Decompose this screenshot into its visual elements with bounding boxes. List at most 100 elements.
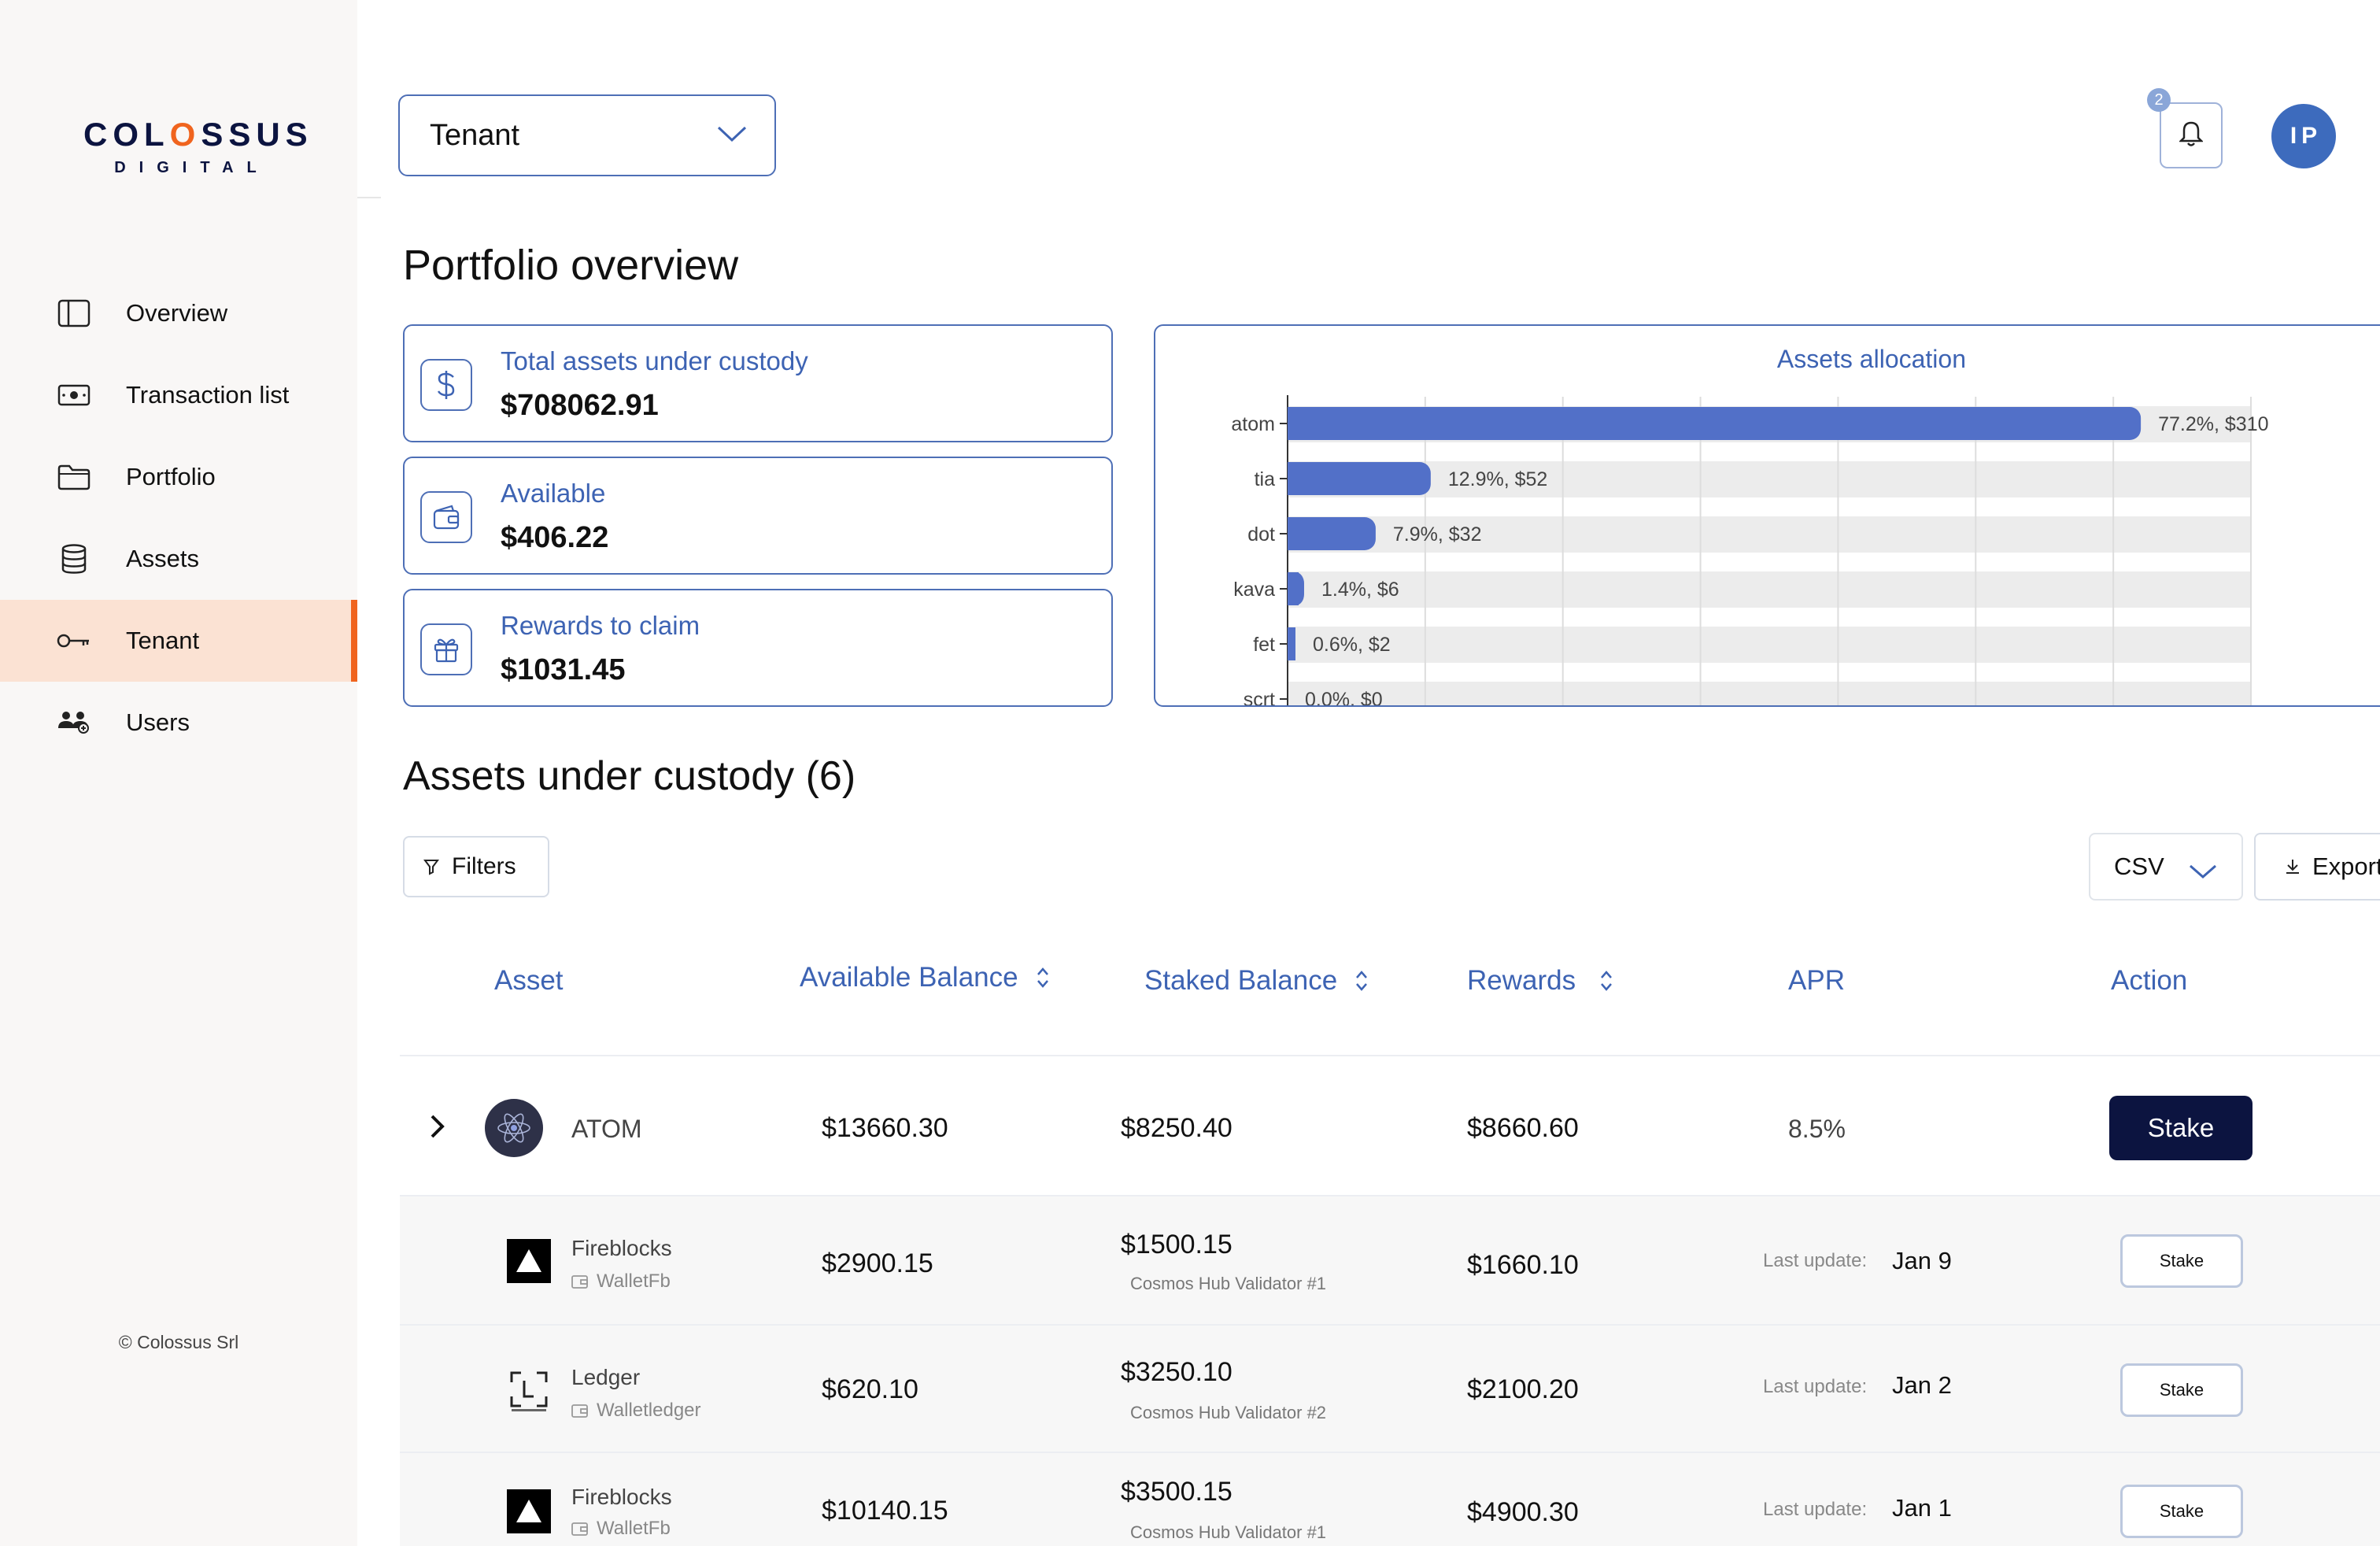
staked-balance: $8250.40	[1121, 1113, 1232, 1143]
rewards-value: $4900.30	[1467, 1497, 1579, 1527]
export-format-value: CSV	[2114, 853, 2164, 880]
wallet-icon	[571, 1403, 589, 1418]
bar-base	[1288, 572, 1299, 605]
stat-card-rewards: Rewards to claim $1031.45	[403, 589, 1113, 707]
stake-button[interactable]: Stake	[2120, 1234, 2243, 1288]
column-header-available-balance[interactable]: Available Balance	[800, 962, 1050, 993]
brand-logo[interactable]: COLOSSUS DIGITAL	[83, 118, 308, 177]
gift-icon	[420, 623, 472, 675]
avatar[interactable]: IP	[2271, 104, 2336, 168]
sidebar-panel-icon	[55, 294, 93, 332]
stake-button[interactable]: Stake	[2120, 1485, 2243, 1538]
bar	[1288, 462, 1431, 495]
stat-card-available: Available $406.22	[403, 457, 1113, 575]
y-tick-label: tia	[1255, 468, 1276, 490]
sidebar-item-users[interactable]: Users	[0, 682, 357, 764]
sidebar-item-portfolio[interactable]: Portfolio	[0, 436, 357, 518]
export-button[interactable]: Export	[2254, 833, 2380, 901]
bar	[1288, 407, 2142, 440]
wallet-icon	[420, 491, 472, 543]
sidebar-item-assets[interactable]: Assets	[0, 518, 357, 600]
column-header-staked-balance[interactable]: Staked Balance	[1144, 965, 1369, 997]
staked-balance: $3500.15	[1121, 1477, 1232, 1507]
stat-card-title: Available	[501, 479, 606, 508]
sidebar-nav: Overview Transaction list Portfolio Asse…	[0, 272, 357, 764]
stake-button[interactable]: Stake	[2109, 1096, 2252, 1160]
data-label: 77.2%, $310	[2158, 413, 2268, 435]
staked-balance: $1500.15	[1121, 1230, 1232, 1259]
table-divider	[400, 1324, 2380, 1326]
download-icon	[2284, 858, 2301, 875]
wallet-name: Walletledger	[571, 1400, 701, 1422]
sidebar-item-tenant[interactable]: Tenant	[0, 600, 357, 682]
sort-icon	[1599, 969, 1613, 993]
fireblocks-logo-icon	[507, 1489, 551, 1533]
table-divider	[400, 1195, 2380, 1196]
atom-coin-icon	[485, 1099, 543, 1157]
sidebar: COLOSSUS DIGITAL Overview Transaction li…	[0, 0, 357, 1546]
last-update-value: Jan 2	[1892, 1371, 1952, 1399]
bar-track	[1288, 627, 2251, 663]
rewards-value: $2100.20	[1467, 1374, 1579, 1404]
bar-base	[1288, 407, 1299, 440]
assets-allocation-chart: Assets allocation atom 77.2%, $310 tia 12.9…	[1154, 324, 2380, 707]
chart-title: Assets allocation	[1776, 345, 1966, 373]
y-tick-label: fet	[1253, 634, 1275, 656]
bar-track	[1288, 682, 2251, 705]
table-row	[400, 1196, 2380, 1324]
filter-icon	[423, 858, 439, 875]
available-balance: $2900.15	[822, 1248, 933, 1278]
column-header-asset[interactable]: Asset	[494, 965, 564, 996]
data-label: 7.9%, $32	[1393, 523, 1482, 546]
staked-balance: $3250.10	[1121, 1357, 1232, 1387]
sidebar-item-transaction-list[interactable]: Transaction list	[0, 354, 357, 436]
last-update-label: Last update:	[1763, 1250, 1868, 1271]
rewards-value: $1660.10	[1467, 1250, 1579, 1280]
chevron-down-icon	[2188, 858, 2218, 886]
chevron-down-icon	[716, 124, 748, 147]
y-tick-label: scrt	[1244, 689, 1275, 707]
export-format-select[interactable]: CSV	[2089, 833, 2243, 901]
chevron-right-icon[interactable]	[428, 1113, 447, 1144]
custodian-name: Fireblocks	[571, 1236, 672, 1260]
ledger-logo-icon	[507, 1368, 551, 1412]
stat-card-title: Rewards to claim	[501, 611, 700, 640]
available-balance: $620.10	[822, 1374, 918, 1404]
sidebar-item-label: Transaction list	[126, 381, 290, 409]
rewards-value: $8660.60	[1467, 1113, 1579, 1143]
asset-symbol: ATOM	[571, 1115, 642, 1143]
last-update-value: Jan 1	[1892, 1494, 1952, 1522]
brand-subtitle: DIGITAL	[114, 159, 270, 176]
column-header-rewards[interactable]: Rewards	[1467, 965, 1613, 997]
tenant-select[interactable]: Tenant	[398, 94, 776, 176]
tenant-select-value: Tenant	[430, 118, 520, 152]
bar-track	[1288, 516, 2251, 553]
validator-name: Cosmos Hub Validator #1	[1130, 1522, 1327, 1542]
bar-base	[1288, 462, 1299, 495]
wallet-icon	[571, 1521, 589, 1537]
apr-value: 8.5%	[1788, 1115, 1846, 1143]
last-update-label: Last update:	[1763, 1376, 1868, 1397]
stat-card-value: $1031.45	[501, 653, 626, 686]
bar	[1288, 517, 1376, 550]
sidebar-item-label: Overview	[126, 299, 228, 327]
sidebar-item-label: Users	[126, 708, 190, 736]
sidebar-item-label: Tenant	[126, 627, 200, 654]
column-header-action: Action	[2111, 965, 2188, 996]
users-icon	[55, 704, 93, 742]
table-divider	[400, 1055, 2380, 1056]
folder-icon	[55, 458, 93, 496]
stat-card-value: $708062.91	[501, 389, 659, 422]
sort-icon	[1036, 966, 1050, 989]
export-label: Export	[2312, 853, 2380, 880]
validator-name: Cosmos Hub Validator #2	[1130, 1403, 1327, 1422]
filters-button[interactable]: Filters	[403, 836, 549, 897]
y-tick-label: atom	[1231, 413, 1275, 435]
notifications-button[interactable]	[2160, 102, 2223, 168]
stat-card-value: $406.22	[501, 521, 609, 554]
bar-track	[1288, 461, 2251, 497]
last-update-label: Last update:	[1763, 1499, 1868, 1520]
sidebar-item-overview[interactable]: Overview	[0, 272, 357, 354]
copyright-text: © Colossus Srl	[118, 1332, 239, 1352]
stake-button[interactable]: Stake	[2120, 1363, 2243, 1417]
